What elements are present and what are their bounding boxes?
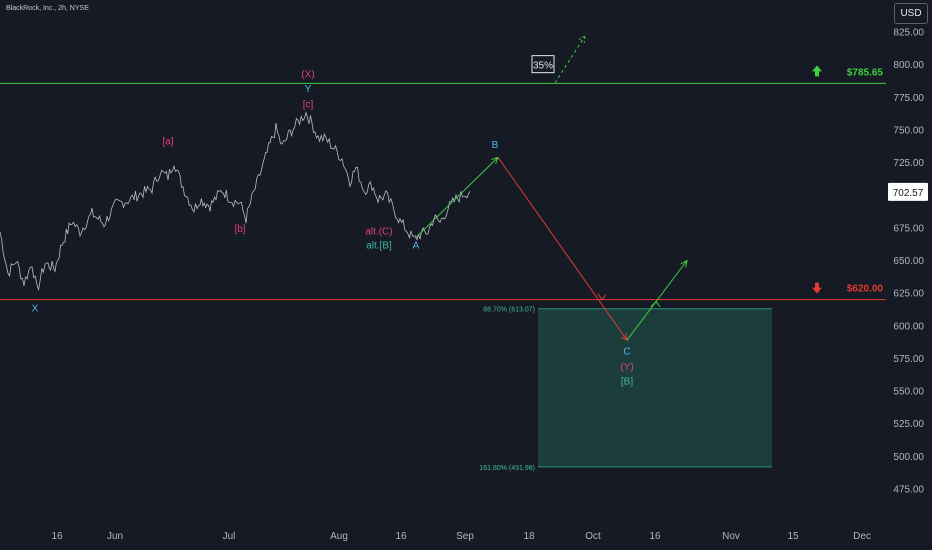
percent-box	[531, 55, 555, 74]
currency-selector[interactable]: USD	[894, 3, 928, 24]
y-tick-label: 475.00	[893, 485, 924, 496]
y-tick-label: 550.00	[893, 387, 924, 398]
y-tick-label: 575.00	[893, 354, 924, 365]
arrow-up-icon	[812, 65, 822, 77]
y-tick-label: 625.00	[893, 289, 924, 300]
y-tick-label: 500.00	[893, 452, 924, 463]
crossing-arrowhead-down	[597, 293, 607, 301]
projection-to-b-line	[414, 156, 499, 239]
y-tick-label: 725.00	[893, 158, 924, 169]
projection-b-to-c-arrowhead	[620, 333, 628, 342]
price-series-layer	[0, 111, 471, 292]
wave-label: [a]	[162, 136, 173, 147]
projection-layer: 35%	[414, 34, 688, 342]
y-tick-label: 675.00	[893, 223, 924, 234]
projection-c-up-line	[626, 260, 688, 341]
wave-label: (X)	[301, 70, 314, 81]
wave-label: (Y)	[620, 362, 633, 373]
current-price-label: 702.57	[893, 188, 924, 199]
x-tick-label: Nov	[722, 531, 740, 542]
wave-label: [c]	[303, 100, 314, 111]
wave-label: [b]	[234, 224, 245, 235]
wave-label: B	[492, 140, 499, 151]
price-series-line	[0, 111, 471, 292]
wave-label: Y	[305, 84, 312, 95]
y-tick-label: 600.00	[893, 321, 924, 332]
x-tick-label: 16	[649, 531, 661, 542]
x-tick-label: Aug	[330, 531, 348, 542]
wave-label: [B]	[621, 377, 633, 388]
y-tick-label: 825.00	[893, 28, 924, 39]
fib-lower-label: 161.80% (491.98)	[479, 465, 535, 472]
wave-label: alt.[B]	[366, 241, 392, 252]
wave-labels-layer: X [a] [b] (X) Y [c] alt.(C) alt.[B] A B C (Y) [B]	[32, 70, 634, 388]
projection-b-to-c-line	[497, 157, 628, 341]
axes-layer: 475.00 500.00 525.00 550.00 575.00 600.00 625.…	[51, 28, 928, 542]
x-tick-label: Sep	[456, 531, 474, 542]
crossing-arrowhead-up	[650, 300, 661, 308]
target-zone	[538, 308, 772, 467]
x-tick-label: 18	[523, 531, 535, 542]
y-tick-label: 650.00	[893, 256, 924, 267]
chart-title: BlackRock, Inc., 2h, NYSE	[6, 5, 89, 12]
y-tick-label: 525.00	[893, 419, 924, 430]
resistance-price-label: $785.65	[847, 67, 884, 78]
y-tick-label: 775.00	[893, 93, 924, 104]
x-tick-label: 15	[787, 531, 799, 542]
x-tick-label: Oct	[585, 531, 601, 542]
support-price-label: $620.00	[847, 284, 884, 295]
current-price-tag	[888, 182, 928, 201]
projection-c-up-arrowhead	[680, 259, 688, 268]
x-tick-label: Dec	[853, 531, 871, 542]
y-tick-label: 750.00	[893, 125, 924, 136]
x-tick-label: Jul	[223, 531, 236, 542]
wave-label: X	[32, 303, 39, 314]
horizontal-levels-layer: $785.65 $620.00	[0, 65, 886, 301]
percent-box-label: 35%	[533, 61, 553, 72]
wave-label: alt.(C)	[365, 226, 392, 237]
x-tick-label: 16	[51, 531, 63, 542]
x-tick-label: 16	[395, 531, 407, 542]
fib-upper-label: 88.70% (613.07)	[483, 307, 535, 314]
x-tick-label: Jun	[107, 531, 123, 542]
wave-label: A	[413, 241, 420, 252]
wave-label: C	[623, 347, 630, 358]
target-zone-layer: 88.70% (613.07) 161.80% (491.98)	[479, 307, 772, 472]
arrow-down-icon	[812, 282, 822, 294]
y-tick-label: 800.00	[893, 60, 924, 71]
